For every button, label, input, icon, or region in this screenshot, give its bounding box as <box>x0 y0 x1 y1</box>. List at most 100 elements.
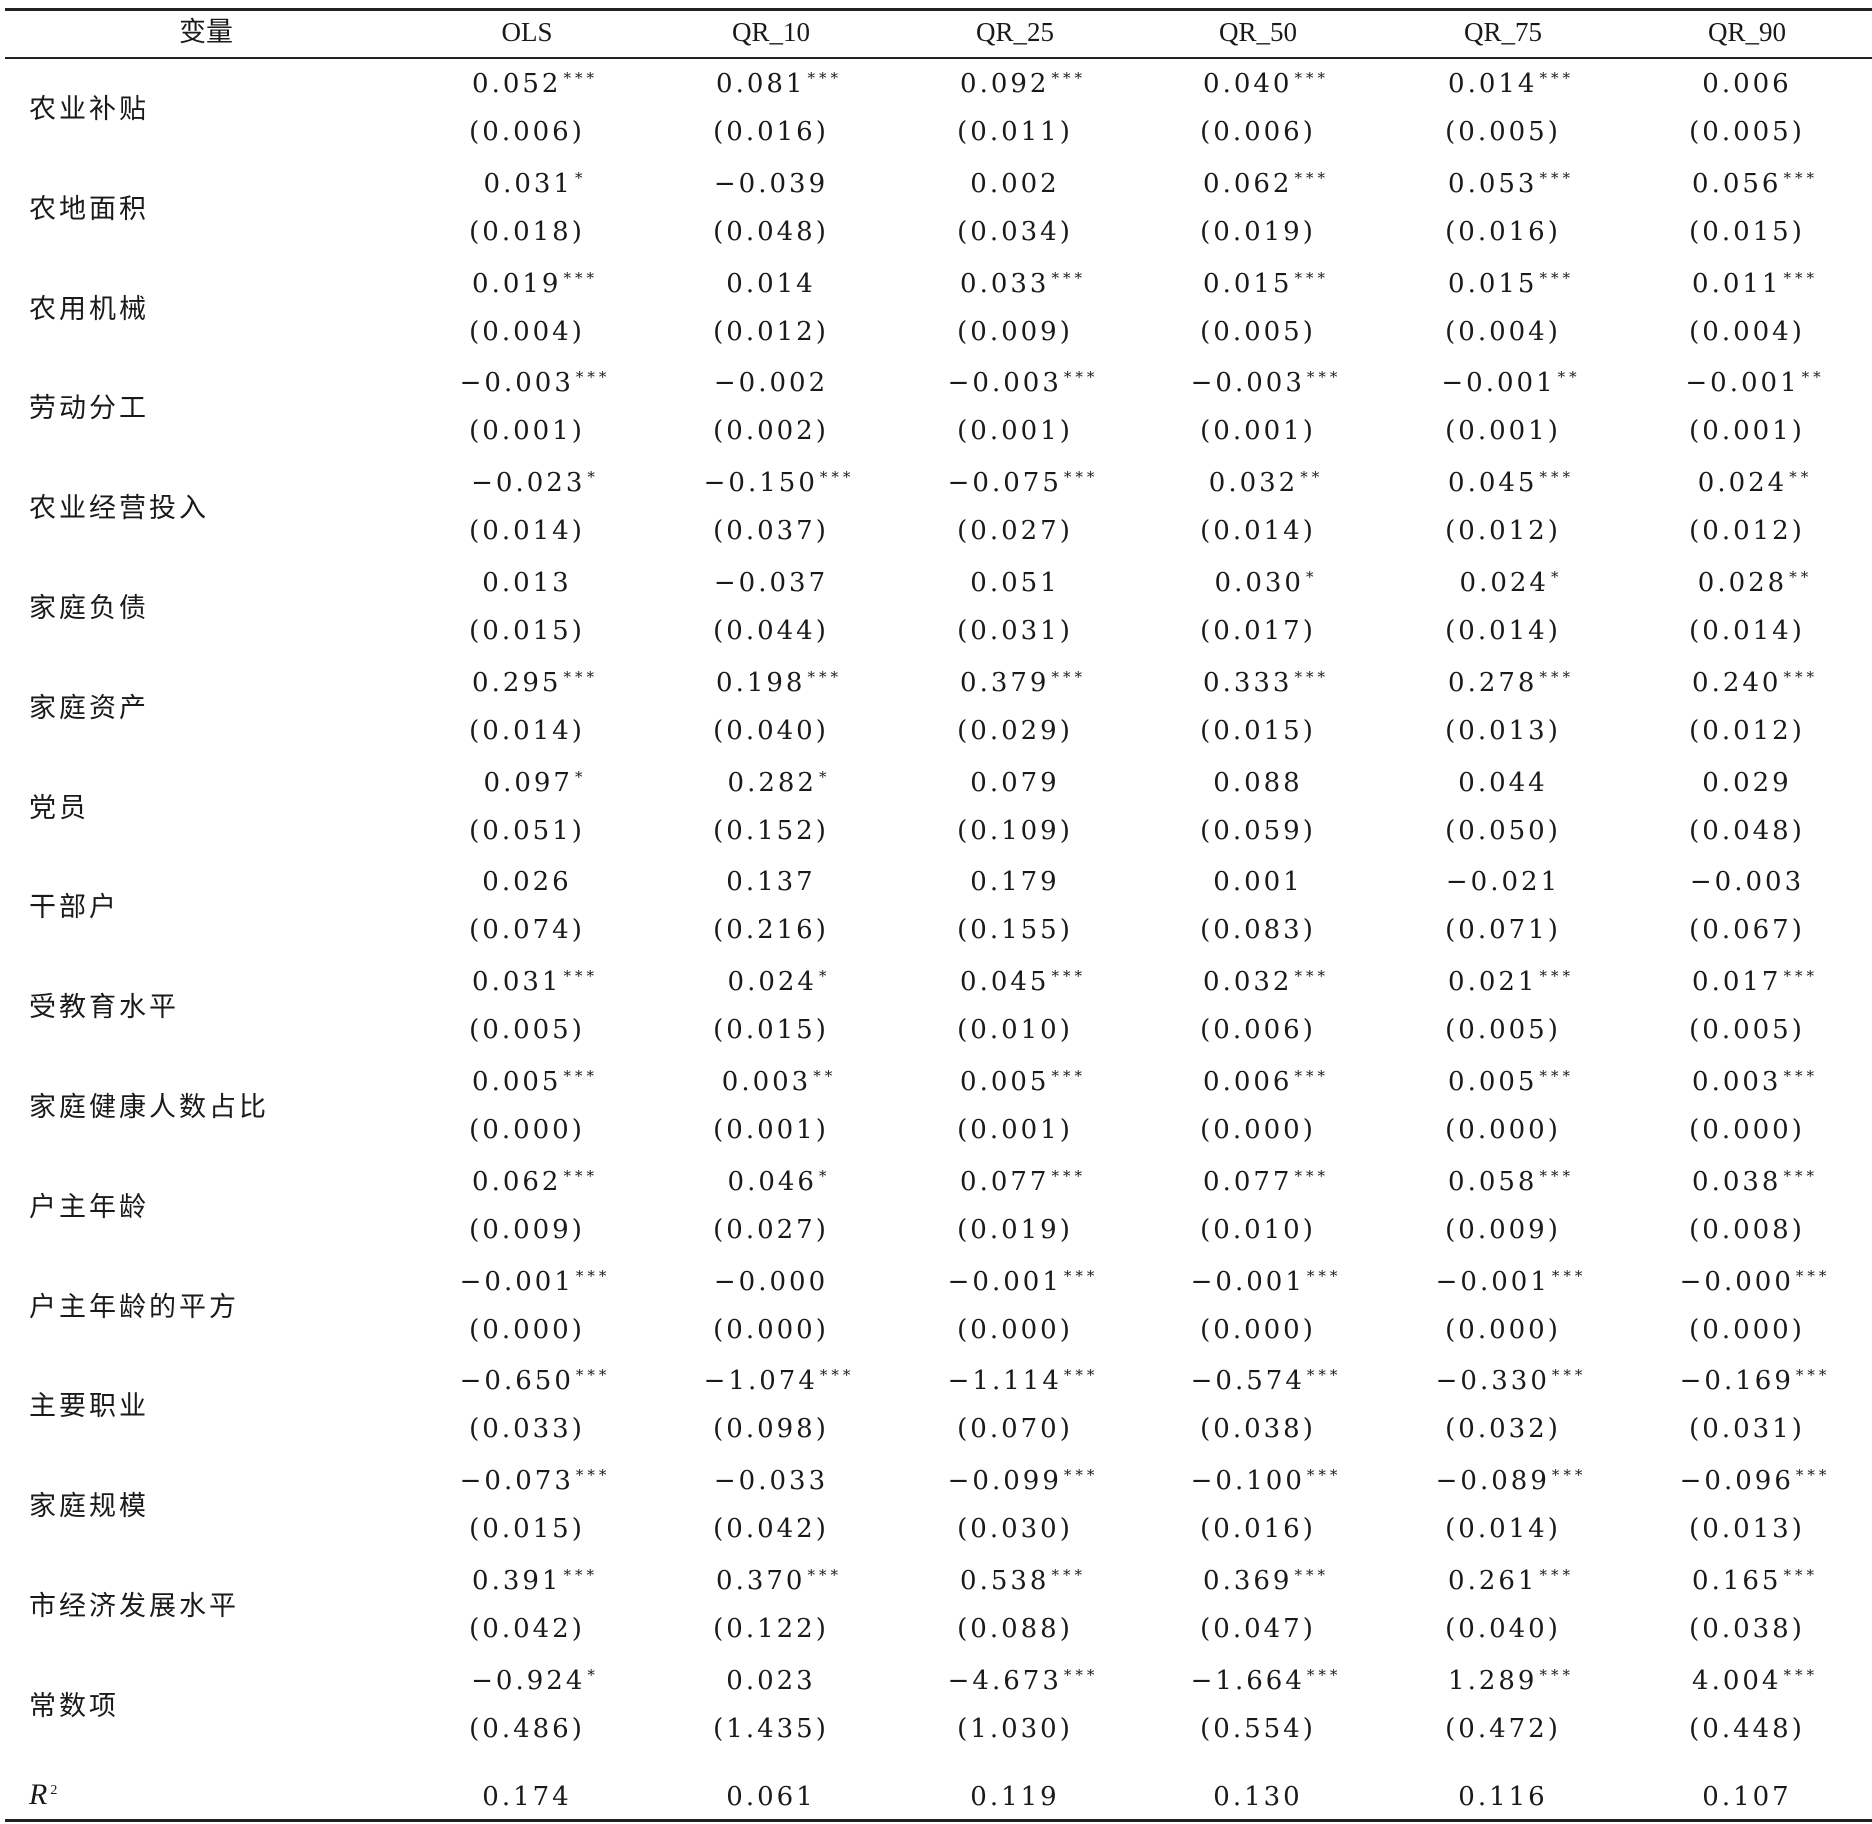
coefficient-cell: 0.003 *** <box>1692 1064 1818 1100</box>
coefficient-cell: −0.037 <box>714 565 828 601</box>
column-header: QR_25 <box>975 17 1055 47</box>
standard-error-cell: (0.011) <box>957 117 1073 147</box>
standard-error-cell: (0.448) <box>1689 1713 1805 1744</box>
significance-stars: *** <box>1539 1566 1574 1584</box>
significance-stars: *** <box>1063 1665 1099 1684</box>
significance-stars: *** <box>1539 468 1574 487</box>
standard-error-cell: (0.009) <box>469 1214 585 1245</box>
coefficient-cell: −0.650 *** <box>460 1363 611 1399</box>
significance-stars: *** <box>1783 1665 1818 1684</box>
standard-error-cell: (0.038) <box>1200 1414 1316 1445</box>
r-squared-letter: R <box>29 1777 51 1811</box>
coefficient-value: −0.023 <box>471 468 586 499</box>
significance-stars: *** <box>1539 1067 1574 1085</box>
coefficient-cell: 0.056 *** <box>1692 166 1818 202</box>
coefficient-value: 0.028 <box>1697 568 1788 598</box>
significance-stars: *** <box>563 1566 598 1584</box>
coefficient-cell: 0.088 <box>1213 765 1302 801</box>
coefficient-value: −4.673 <box>947 1665 1062 1696</box>
coefficient-value: 0.044 <box>1458 767 1548 798</box>
standard-error-cell: (0.005) <box>1445 117 1561 147</box>
coefficient-cell: 0.024 ** <box>1698 465 1812 501</box>
standard-error-cell: (0.013) <box>1445 715 1561 746</box>
standard-error-cell: (0.029) <box>957 715 1073 746</box>
significance-stars: *** <box>1294 1166 1329 1185</box>
row-label: 农用机械 <box>29 293 149 325</box>
standard-error-cell: (0.006) <box>1200 117 1316 147</box>
coefficient-cell: −0.924 * <box>471 1663 599 1699</box>
coefficient-cell: 0.081 *** <box>716 66 842 102</box>
coefficient-value: 0.015 <box>1448 268 1538 299</box>
coefficient-value: 0.030 <box>1214 568 1304 598</box>
coefficient-value: 0.013 <box>482 568 572 598</box>
significance-stars: *** <box>1539 268 1574 287</box>
coefficient-cell: −0.001 *** <box>1191 1264 1342 1300</box>
significance-stars: *** <box>819 1366 855 1385</box>
standard-error-cell: (0.015) <box>1200 715 1316 746</box>
significance-stars: *** <box>1051 1166 1086 1185</box>
row-label: 干部户 <box>29 892 119 924</box>
coefficient-cell: −0.021 <box>1446 864 1560 900</box>
coefficient-value: −0.574 <box>1190 1366 1305 1397</box>
standard-error-cell: (0.038) <box>1689 1614 1805 1644</box>
coefficient-value: 0.062 <box>472 1166 562 1197</box>
coefficient-value: −0.039 <box>713 168 829 199</box>
coefficient-value: 0.006 <box>1702 69 1792 99</box>
coefficient-cell: −0.001 ** <box>1685 365 1824 401</box>
standard-error-cell: (0.554) <box>1200 1713 1316 1744</box>
standard-error-cell: (0.032) <box>1445 1414 1561 1445</box>
significance-stars: *** <box>1063 368 1099 387</box>
significance-stars: *** <box>1783 1166 1818 1185</box>
standard-error-cell: (0.042) <box>713 1514 829 1545</box>
coefficient-cell: −0.001 ** <box>1441 365 1580 401</box>
coefficient-value: 0.295 <box>472 667 562 698</box>
significance-stars: *** <box>575 1366 611 1385</box>
coefficient-value: 0.023 <box>726 1665 816 1696</box>
standard-error-cell: (0.012) <box>1445 516 1561 547</box>
standard-error-cell: (0.015) <box>713 1015 829 1046</box>
significance-stars: *** <box>1063 1466 1099 1485</box>
standard-error-cell: (0.071) <box>1445 915 1561 946</box>
significance-stars: *** <box>575 1466 611 1485</box>
r-squared-value: 0.061 <box>726 1781 816 1812</box>
significance-stars: *** <box>1539 667 1574 686</box>
significance-stars: *** <box>1783 1067 1818 1085</box>
coefficient-cell: 0.077 *** <box>960 1164 1086 1200</box>
standard-error-cell: (0.004) <box>1445 316 1561 347</box>
significance-stars: *** <box>1551 1466 1587 1485</box>
coefficient-value: 0.003 <box>721 1067 812 1097</box>
significance-stars: * <box>818 1166 831 1185</box>
coefficient-cell: 0.295 *** <box>472 665 598 701</box>
coefficient-cell: 0.024 * <box>728 964 831 1000</box>
coefficient-cell: 0.079 <box>970 765 1059 801</box>
standard-error-cell: (0.031) <box>957 616 1073 646</box>
coefficient-cell: 0.379 *** <box>960 665 1086 701</box>
coefficient-value: −0.003 <box>1689 867 1805 898</box>
significance-stars: *** <box>1539 69 1574 87</box>
coefficient-cell: 0.045 *** <box>1448 465 1574 501</box>
coefficient-value: 0.002 <box>970 168 1060 199</box>
coefficient-cell: 0.028 ** <box>1698 565 1812 601</box>
standard-error-cell: (0.012) <box>1689 516 1805 547</box>
coefficient-cell: 0.333 *** <box>1203 665 1329 701</box>
coefficient-value: −0.099 <box>947 1466 1062 1497</box>
coefficient-value: 0.278 <box>1448 667 1538 698</box>
standard-error-cell: (0.000) <box>1689 1314 1805 1345</box>
coefficient-value: 0.001 <box>1213 867 1303 898</box>
significance-stars: * <box>587 468 599 487</box>
coefficient-cell: −0.003 *** <box>1191 365 1342 401</box>
standard-error-cell: (0.152) <box>713 815 829 846</box>
coefficient-cell: 0.023 <box>726 1663 815 1699</box>
standard-error-cell: (0.033) <box>469 1414 585 1445</box>
standard-error-cell: (0.000) <box>469 1115 585 1145</box>
coefficient-value: 0.011 <box>1692 268 1782 299</box>
coefficient-cell: −1.664 *** <box>1191 1663 1342 1699</box>
coefficient-cell: −0.001 *** <box>460 1264 611 1300</box>
standard-error-cell: (0.009) <box>1445 1214 1561 1245</box>
significance-stars: *** <box>563 667 598 686</box>
standard-error-cell: (0.014) <box>1200 516 1316 547</box>
coefficient-value: 0.026 <box>482 867 572 898</box>
coefficient-value: 1.289 <box>1448 1665 1538 1696</box>
significance-stars: *** <box>1783 168 1818 187</box>
standard-error-cell: (0.010) <box>1200 1214 1316 1245</box>
